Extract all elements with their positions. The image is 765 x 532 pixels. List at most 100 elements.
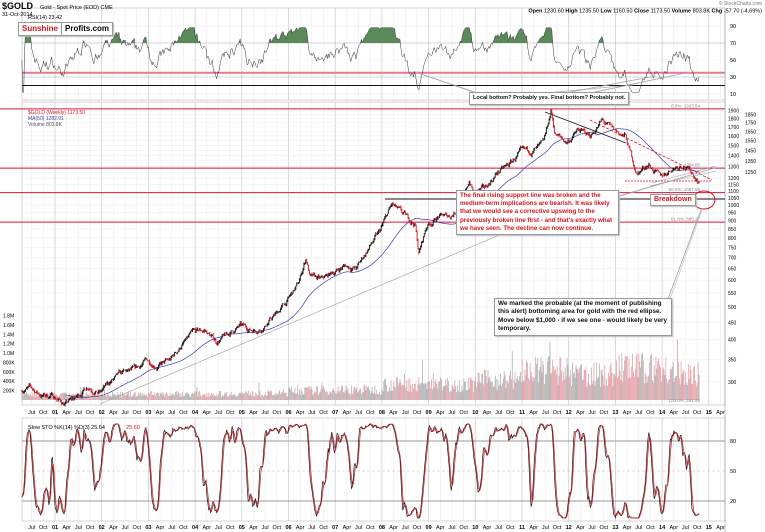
stat-label: Volume: [670, 9, 693, 15]
stat-label: Chg: [710, 9, 724, 15]
price-tick-label: 1000: [728, 203, 739, 209]
callout-pointer: [669, 209, 703, 300]
x-tick-label: Oct: [132, 525, 141, 531]
logo-part1: Sunshine: [22, 24, 59, 33]
callout-pointer: [620, 167, 716, 197]
x-tick-label: Oct: [506, 525, 515, 531]
x-tick-label: 14: [659, 525, 666, 531]
x-tick-label: 03: [145, 410, 151, 416]
x-tick-label: Oct: [553, 410, 562, 416]
x-tick-label: Apr: [669, 525, 678, 531]
x-tick-label: Apr: [62, 525, 71, 531]
price-tick-label: 300: [728, 380, 737, 386]
x-tick-label: Apr: [389, 410, 398, 416]
x-tick-label: Jul: [682, 525, 689, 531]
volume-tick-label: 400K: [3, 379, 15, 385]
x-tick-label: Jul: [448, 410, 455, 416]
x-tick-label: 09: [426, 410, 432, 416]
sto-d-line: [21, 423, 700, 519]
date: 31-Oct-2014: [2, 12, 33, 18]
panel-frame: [21, 417, 726, 522]
x-tick-label: Oct: [273, 410, 282, 416]
x-tick-label: Apr: [156, 410, 165, 416]
stat-label: Close: [633, 9, 651, 15]
sto-tick-label: 80: [730, 439, 736, 445]
x-tick-label: 04: [192, 410, 199, 416]
price-tick-label: 650: [728, 266, 737, 272]
x-tick-label: 11: [519, 410, 525, 416]
x-tick-label: 13: [612, 410, 618, 416]
x-tick-label: Oct: [413, 410, 422, 416]
x-tick-label: Apr: [576, 525, 585, 531]
sto-legend: Slow STO %K(14) %D(3) 25.64: [28, 425, 105, 431]
price-tick-label: 1300: [728, 164, 739, 170]
x-tick-label: Jul: [75, 525, 82, 531]
x-tick-label: Apr: [623, 525, 632, 531]
x-tick-label: Oct: [553, 525, 562, 531]
x-tick-label: Jul: [402, 525, 409, 531]
stat-value: 1230.60: [544, 9, 564, 15]
x-tick-label: Jul: [355, 410, 362, 416]
fibonacci-label: 1284.85: [684, 163, 701, 168]
price-tick-label: 700: [728, 255, 737, 261]
rsi-tick-label: 90: [730, 24, 736, 30]
x-tick-label: Apr: [62, 410, 71, 416]
x-tick-label: Apr: [249, 410, 258, 416]
volume-tick-label: 600K: [3, 370, 15, 376]
x-tick-label: Jul: [635, 525, 642, 531]
price-tick-label: 450: [728, 320, 737, 326]
x-tick-label: Apr: [436, 525, 445, 531]
x-tick-label: Apr: [576, 410, 585, 416]
price-tick-label: 500: [728, 305, 737, 311]
x-tick-label: Jul: [122, 410, 129, 416]
bottoming-ellipse: [692, 190, 716, 210]
stat-value: -57.70 (-4.69%): [724, 9, 762, 15]
sunshine-profits-logo: Sunshine Profits.com: [18, 22, 114, 36]
x-tick-label: Oct: [646, 525, 655, 531]
callout-pointer: [415, 71, 479, 94]
x-tick-label: Oct: [319, 525, 328, 531]
x-tick-label: Oct: [179, 525, 188, 531]
long-term-support-line: [99, 221, 531, 405]
x-tick-label: Apr: [296, 525, 305, 531]
x-tick-label: 08: [379, 525, 385, 531]
price-tick-label: 1150: [728, 182, 739, 188]
x-tick-label: Oct: [599, 525, 608, 531]
price-tick-label: 550: [728, 291, 737, 297]
x-tick-label: Oct: [226, 410, 235, 416]
price-tick-label: 1600: [728, 134, 739, 140]
x-tick-label: 10: [472, 410, 478, 416]
price-tick-label: 1200: [728, 176, 739, 182]
ellipse-callout: We marked the probable (at the moment of…: [494, 298, 672, 336]
x-tick-label: 11: [519, 525, 525, 531]
price-stats: Open 1230.60 High 1235.50 Low 1160.50 Cl…: [528, 9, 762, 15]
fibonacci-label: 0.0%: 1923.54: [671, 103, 701, 108]
x-tick-label: Jul: [495, 525, 502, 531]
fibonacci-label: 50.0%: 1087.56: [668, 187, 700, 192]
rsi-tick-label: 30: [730, 75, 736, 81]
price-tick-label: 1350: [745, 159, 756, 165]
price-tick-label: 1850: [745, 113, 756, 119]
x-tick-label: 02: [99, 410, 105, 416]
price-tick-label: 1250: [745, 170, 756, 176]
x-tick-label: 06: [285, 525, 291, 531]
volume-tick-label: 1.8M: [3, 313, 14, 319]
x-tick-label: Apr: [296, 410, 305, 416]
stat-value: 803.8K: [693, 9, 711, 15]
price-tick-label: 750: [728, 245, 737, 251]
x-tick-label: Apr: [669, 410, 678, 416]
x-tick-label: Jul: [122, 525, 129, 531]
x-tick-label: Apr: [109, 410, 118, 416]
x-tick-label: Oct: [86, 525, 95, 531]
x-tick-label: Jul: [402, 410, 409, 416]
description: Gold - Spot Price (EOD) CME: [40, 5, 113, 11]
price-tick-label: 1500: [728, 143, 739, 149]
breakdown-label: Breakdown: [650, 194, 696, 206]
stat-value: 1173.50: [651, 9, 670, 15]
price-tick-label: 1900: [728, 109, 739, 115]
x-tick-label: 08: [379, 410, 385, 416]
rsi-tick-label: 70: [730, 41, 736, 47]
stat-value: 1160.50: [613, 9, 632, 15]
rsi-legend: RSI(14) 23.42: [28, 15, 62, 21]
